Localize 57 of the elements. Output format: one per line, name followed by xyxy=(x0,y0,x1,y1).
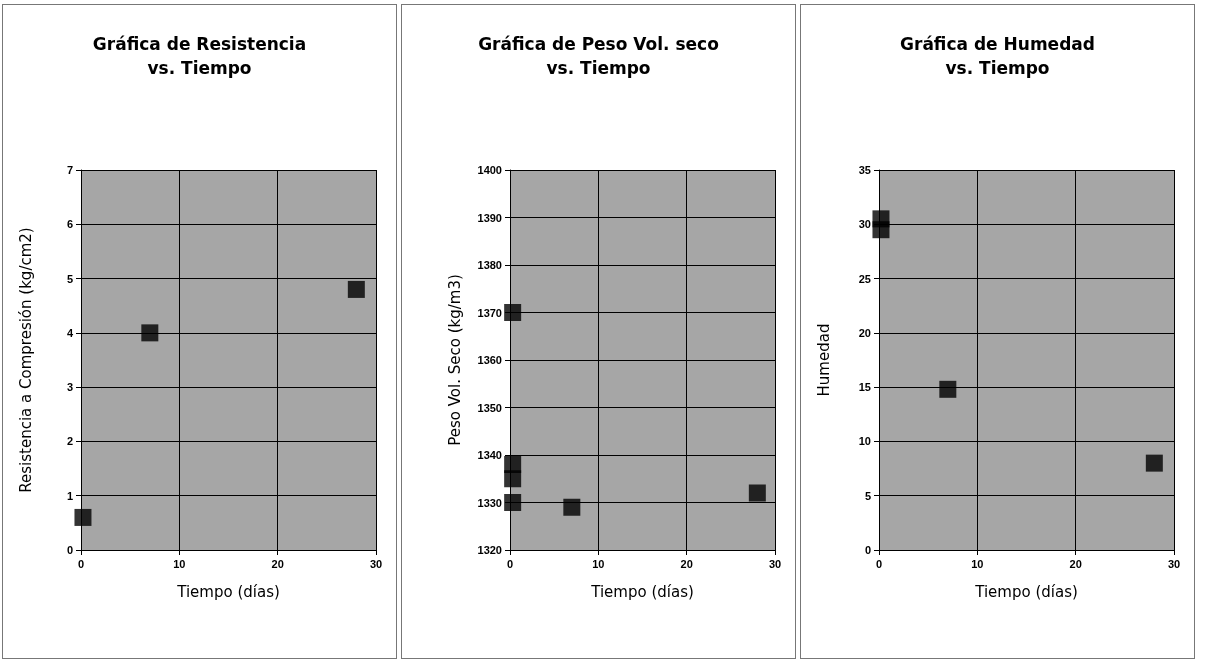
point xyxy=(347,280,365,298)
y-tick-label: 1390 xyxy=(477,211,502,224)
y-tick-label: 6 xyxy=(66,218,73,231)
y-tick-label: 30 xyxy=(858,218,871,231)
x-tick-label: 20 xyxy=(680,557,693,570)
point xyxy=(504,304,522,321)
y-tick-label: 20 xyxy=(858,326,871,339)
x-tick-label: 0 xyxy=(875,557,883,570)
y-axis-title: Resistencia a Compresión (kg/cm2) xyxy=(16,227,35,493)
y-axis-title: Humedad xyxy=(814,323,833,397)
point xyxy=(939,380,957,398)
point xyxy=(1145,454,1163,472)
point xyxy=(74,508,92,526)
x-axis-title: Tiempo (días) xyxy=(590,582,694,601)
y-tick-label: 5 xyxy=(864,489,871,502)
y-tick-label: 1320 xyxy=(477,544,502,556)
point xyxy=(748,484,766,502)
y-tick-label: 3 xyxy=(66,381,73,394)
x-tick-label: 30 xyxy=(1167,557,1181,570)
y-tick-label: 1350 xyxy=(477,401,502,414)
point xyxy=(141,324,159,342)
x-tick-label: 10 xyxy=(173,557,186,570)
y-tick-label: 4 xyxy=(66,326,74,339)
y-tick-label: 1340 xyxy=(477,449,502,461)
x-tick-label: 30 xyxy=(768,557,782,570)
y-tick-label: 1330 xyxy=(477,496,502,509)
y-tick-label: 2 xyxy=(66,435,73,448)
x-tick-label: 10 xyxy=(592,557,605,570)
point xyxy=(504,470,522,488)
x-tick-label: 20 xyxy=(1069,557,1082,570)
point xyxy=(504,494,522,511)
y-tick-label: 1380 xyxy=(477,259,502,271)
y-tick-label: 10 xyxy=(858,435,871,448)
x-tick-label: 10 xyxy=(971,557,984,570)
x-tick-label: 20 xyxy=(271,557,284,570)
y-tick-label: 1370 xyxy=(477,306,502,319)
y-tick-label: 1400 xyxy=(477,164,502,176)
point xyxy=(872,221,890,239)
x-axis-title: Tiempo (días) xyxy=(974,582,1078,601)
y-tick-label: 5 xyxy=(66,272,73,285)
y-tick-label: 7 xyxy=(66,164,73,176)
x-tick-label: 0 xyxy=(77,557,85,570)
chart-title: Gráfica de Resistencia vs. Tiempo xyxy=(92,34,307,78)
y-axis-title: Peso Vol. Seco (kg/m3) xyxy=(445,274,464,446)
x-tick-label: 0 xyxy=(506,557,514,570)
point xyxy=(563,498,581,516)
y-tick-label: 35 xyxy=(858,164,871,176)
y-tick-label: 1360 xyxy=(477,354,502,366)
y-tick-label: 0 xyxy=(864,544,871,556)
x-axis-title: Tiempo (días) xyxy=(176,582,280,601)
y-tick-label: 25 xyxy=(858,272,871,285)
chart-title: Gráfica de Peso Vol. seco vs. Tiempo xyxy=(478,34,719,78)
x-tick-label: 30 xyxy=(369,557,383,570)
chart-title: Gráfica de Humedad vs. Tiempo xyxy=(900,34,1095,78)
y-tick-label: 15 xyxy=(858,381,871,394)
y-tick-label: 0 xyxy=(66,544,73,556)
y-tick-label: 1 xyxy=(66,489,73,502)
